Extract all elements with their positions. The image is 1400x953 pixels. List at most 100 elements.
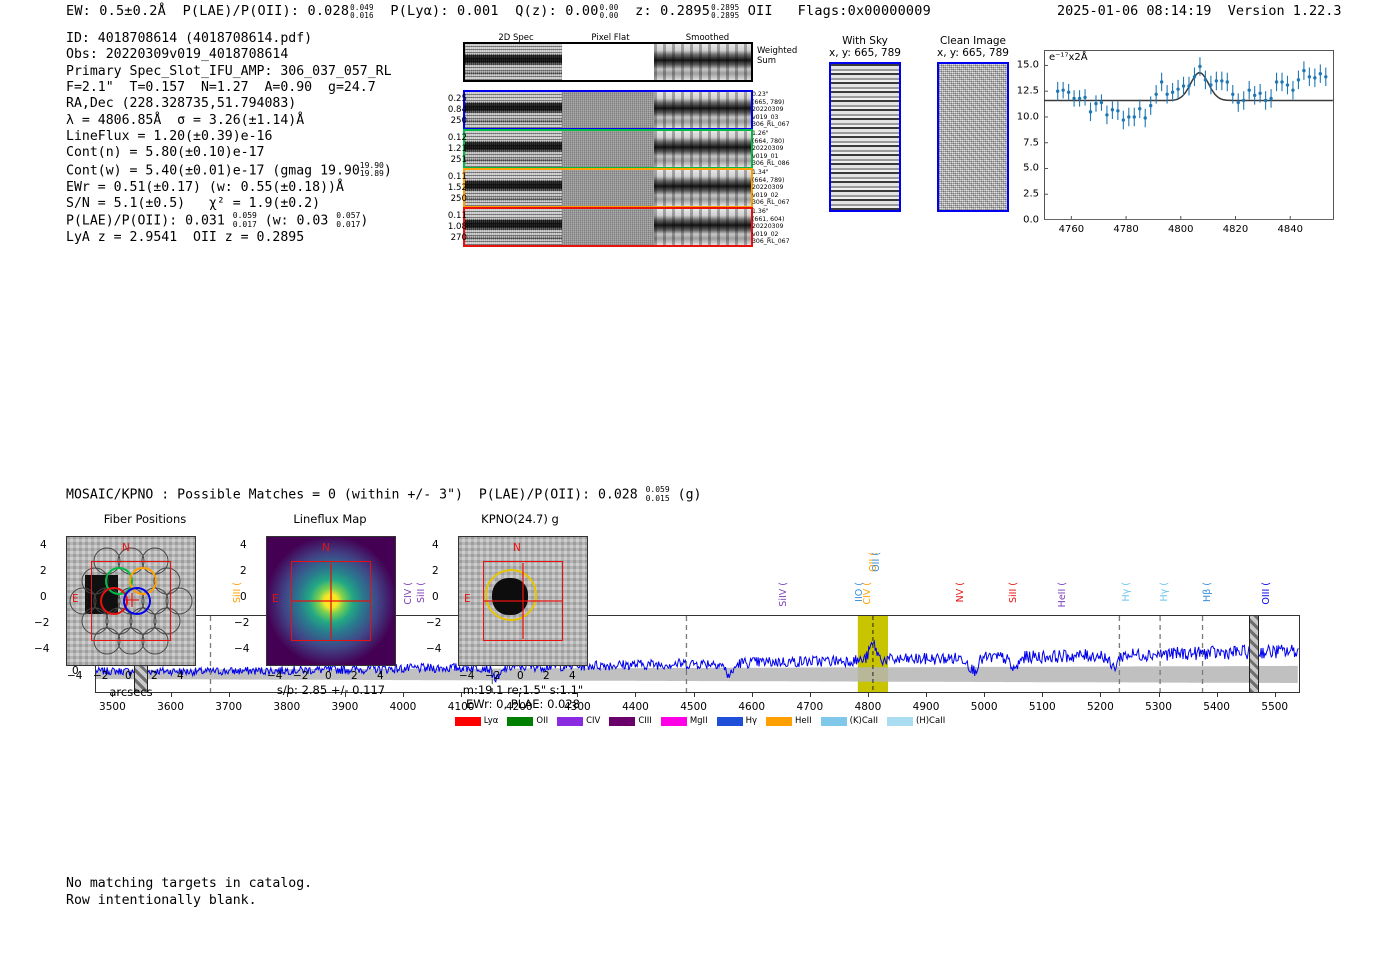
kpno-east-label: E <box>464 593 471 605</box>
info-plae-pre: P(LAE)/P(OII): 0.031 <box>66 213 225 229</box>
kpno-sub2: EWr: 0, PLAE: 0.028 <box>466 697 580 711</box>
spectrum-xtick: 5300 <box>1145 701 1172 713</box>
header-plae-fraction: 0.049 0.016 <box>350 2 374 20</box>
lineflux-map-ytick-n2: −2 <box>234 617 250 629</box>
mosaic-text-post: (g) <box>677 487 702 503</box>
spectrum-xtick: 4000 <box>389 701 417 713</box>
kpno-ytick-2: 2 <box>432 565 439 577</box>
legend-label: OII <box>536 716 549 726</box>
fiber-positions-xtick-4: 4 <box>177 670 184 682</box>
legend-swatch <box>766 716 792 726</box>
legend-label: CIII <box>638 716 652 726</box>
fiber-positions-ytick-0: 0 <box>40 591 47 603</box>
lineflux-map-xtick-0: 0 <box>325 670 332 682</box>
fiber-positions-east-label: E <box>72 593 79 605</box>
legend-item: (H)CaII <box>887 716 945 726</box>
header-summary-line: EW: 0.5±0.2Å P(LAE)/P(OII): 0.0280.049 0.… <box>66 3 931 19</box>
header-timestamp-version: 2025-01-06 08:14:19 Version 1.22.3 <box>1057 3 1342 19</box>
emission-line-plot: e⁻¹⁷x2Å 0.0 2.5 5.0 7.5 10.0 12.5 15.0 4760 4780… <box>1017 50 1334 235</box>
footer-line-2: Row intentionally blank. <box>66 893 257 908</box>
fiber-positions-xtick-n2: −2 <box>93 670 109 682</box>
lineflux-map-xtick-n2: −2 <box>293 670 309 682</box>
info-primary-spec: Primary Spec_Slot_IFU_AMP: 306_037_057_R… <box>66 63 392 79</box>
weighted-sum-label: Weighted Sum <box>757 46 798 66</box>
header-z: z: 0.2895 <box>635 3 711 19</box>
spectrum-xtick-mark <box>577 693 579 697</box>
spectrum-xtick-mark <box>112 693 114 697</box>
fiber-positions-image <box>66 536 196 666</box>
info-cont-n: Cont(n) = 5.80(±0.10)e-17 <box>66 145 265 161</box>
legend-item: OII <box>507 716 548 726</box>
lineflux-map-xtick-4: 4 <box>377 670 384 682</box>
kpno-image <box>458 536 588 666</box>
fiber-row-3-left-labels: 0.11 1.52 250 <box>447 172 467 204</box>
emission-plot-ytick: 2.5 <box>1023 188 1039 200</box>
spectrum-xtick-mark <box>1100 693 1102 697</box>
lineflux-map-crosshair <box>291 563 371 639</box>
mosaic-plae-fraction: 0.059 0.015 <box>645 485 670 503</box>
header-ew-plae: EW: 0.5±0.2Å P(LAE)/P(OII): 0.028 <box>66 3 350 19</box>
spectrum-xtick-mark <box>1216 693 1218 697</box>
spectrum-line-label: Hγ ( <box>1159 582 1171 602</box>
cutout-clean-caption: Clean Image x, y: 665, 789 <box>937 35 1009 59</box>
weighted-sum-pixelflat <box>562 44 654 80</box>
mosaic-kpno-line: MOSAIC/KPNO : Possible Matches = 0 (with… <box>66 485 702 503</box>
object-info-block: ID: 4018708614 (4018708614.pdf) Obs: 202… <box>66 31 392 246</box>
fiber-row-3-right-labels: 1.34" (664, 789) 20220309 v019_02 306_RL_067 <box>752 169 790 207</box>
info-plae-w-fraction: 0.057 0.017 <box>336 211 361 229</box>
legend-label: MgII <box>689 716 708 726</box>
fiber-positions-ytick-4: 4 <box>40 539 47 551</box>
legend-label: (K)CaII <box>849 716 879 726</box>
version-text: Version 1.22.3 <box>1227 3 1342 19</box>
legend-label: (H)CaII <box>916 716 946 726</box>
legend-item: HeII <box>766 716 812 726</box>
emission-line-plot-data <box>1044 57 1334 220</box>
timestamp-text: 2025-01-06 08:14:19 <box>1057 3 1212 19</box>
emission-line-plot-unit: e⁻¹⁷x2Å <box>1049 52 1088 63</box>
spectrum-xtick: 3600 <box>157 701 184 713</box>
header-z-fraction: 0.2895 0.2895 <box>711 2 740 20</box>
spectrum-xtick: 5400 <box>1203 701 1230 713</box>
spectrum-xtick: 5100 <box>1028 701 1056 713</box>
fiber-row-4-2dspec <box>465 209 563 245</box>
emission-plot-xtick: 4840 <box>1277 224 1303 235</box>
legend-swatch <box>609 716 636 726</box>
info-ewr: EWr = 0.51(±0.17) (w: 0.55(±0.18))Å <box>66 179 344 195</box>
lineflux-map-ytick-0: 0 <box>240 591 247 603</box>
spectrum-xtick-mark <box>809 693 811 697</box>
fiber-row-4-smoothed <box>653 209 751 245</box>
emission-plot-ytick: 15.0 <box>1016 59 1039 71</box>
info-radec: RA,Dec (228.328735,51.794083) <box>66 96 297 112</box>
panel-title-lineflux-map: Lineflux Map <box>293 512 367 526</box>
fiber-row-3 <box>463 168 753 208</box>
fiber-row-1-left-labels: 0.25 0.84 250 <box>447 94 467 126</box>
panel-title-fiber-positions: Fiber Positions <box>103 512 187 526</box>
fiber-positions-source-blob <box>84 575 119 614</box>
kpno-ytick-4: 4 <box>432 539 439 551</box>
legend-item: MgII <box>660 716 708 726</box>
fiber-positions-xtick-0: 0 <box>125 670 132 682</box>
spectrum-line-label: OII ( <box>871 552 883 572</box>
full-spectrum-legend: Lyα OII CIV CIII MgII Hγ HeII (K)CaII (H)CaII <box>0 716 1400 726</box>
spectrum-line-label: CIV ( <box>403 582 414 605</box>
spectrum-xtick: 4800 <box>854 701 882 713</box>
emission-plot-xtick: 4760 <box>1058 224 1085 235</box>
spectrum-line-label: HeII ( <box>1057 582 1069 608</box>
legend-label: Hγ <box>745 716 757 726</box>
weighted-sum-smoothed <box>653 44 751 80</box>
spectrum-xtick: 4500 <box>680 701 707 713</box>
legend-swatch <box>454 716 481 726</box>
spectrum-xtick-mark <box>519 693 521 697</box>
fiber-row-3-smoothed <box>653 170 751 206</box>
spectrum-xtick: 3700 <box>215 701 243 713</box>
fiber-row-2-smoothed <box>653 131 751 167</box>
footer-line-1: No matching targets in catalog. <box>66 876 313 891</box>
fiber-row-4-right-labels: 1.36" (661, 604) 20220309 v019_02 306_RL_067 <box>752 208 790 246</box>
info-redshifts: LyA z = 2.9541 OII z = 0.2895 <box>66 230 305 246</box>
fiber-row-3-2dspec <box>465 170 563 206</box>
spectrum-xtick: 4400 <box>622 701 649 713</box>
info-plae-fraction: 0.059 0.017 <box>232 211 257 229</box>
kpno-ytick-n4: −4 <box>426 643 442 655</box>
spectrum-xtick: 3800 <box>273 701 301 713</box>
legend-swatch <box>557 716 584 726</box>
